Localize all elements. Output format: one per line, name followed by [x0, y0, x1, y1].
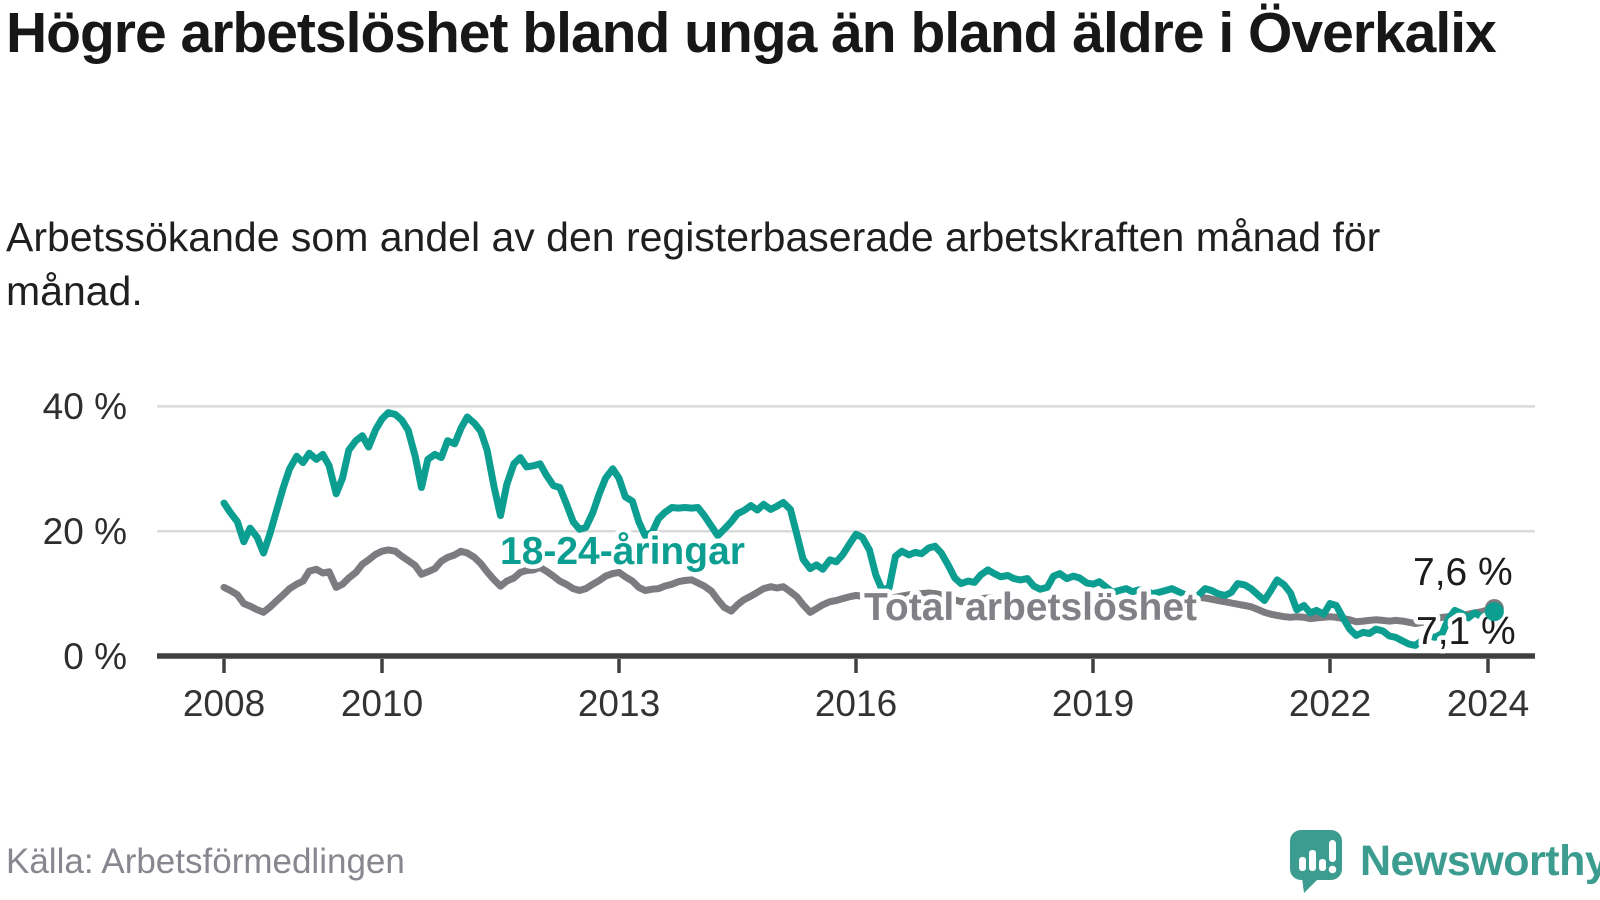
- page-title: Högre arbetslöshet bland unga än bland ä…: [6, 1, 1497, 65]
- source-credit: Källa: Arbetsförmedlingen: [6, 842, 405, 881]
- series-label-total: Total arbetslöshet: [864, 586, 1197, 629]
- y-tick-label: 0 %: [63, 636, 127, 677]
- x-tick-label: 2010: [341, 683, 423, 724]
- x-axis-labels: 2008 2010 2013 2016 2019 2022 2024: [183, 683, 1529, 724]
- gridlines: [157, 405, 1535, 533]
- end-value-label-total: 7,6 %: [1413, 551, 1513, 594]
- brand-logo: Newsworthy: [1288, 828, 1600, 894]
- x-tick-label: 2013: [578, 683, 660, 724]
- x-tick-label: 2024: [1447, 683, 1529, 724]
- newsworthy-speech-bubble-bar-chart-icon: [1288, 828, 1346, 894]
- x-tick-label: 2016: [815, 683, 897, 724]
- series-lines: [220, 409, 1498, 649]
- series-label-youth: 18-24-åringar: [500, 530, 745, 573]
- y-tick-label: 40 %: [43, 386, 127, 427]
- series-line-18-24: [220, 409, 1498, 649]
- x-tick-label: 2019: [1052, 683, 1134, 724]
- x-axis: [157, 653, 1535, 673]
- x-tick-label: 2008: [183, 683, 265, 724]
- y-tick-label: 20 %: [43, 511, 127, 552]
- latest-value-dots: [1484, 599, 1504, 622]
- y-axis-labels: 40 % 20 % 0 %: [43, 386, 127, 677]
- x-tick-label: 2022: [1289, 683, 1371, 724]
- latest-point-18-24: [1484, 602, 1504, 622]
- page-subtitle: Arbetssökande som andel av den registerb…: [6, 214, 1381, 315]
- series-line-total: [220, 546, 1498, 628]
- brand-name: Newsworthy: [1360, 836, 1600, 885]
